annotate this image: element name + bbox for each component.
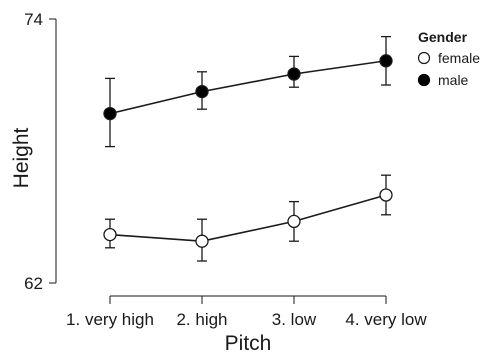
legend: Gender female male (417, 29, 480, 88)
x-tick-label-1: 2. high (176, 310, 227, 329)
x-axis-title: Pitch (225, 332, 272, 355)
series-line-male (109, 60, 387, 115)
data-point-female-0 (103, 227, 117, 242)
legend-title: Gender (418, 29, 468, 45)
data-point-female-2 (287, 214, 301, 229)
data-point-male-2 (287, 67, 301, 81)
data-point-male-0 (103, 106, 117, 121)
y-axis: 74 62 Height (10, 10, 57, 293)
data-point-male-1 (195, 84, 209, 99)
series-line-female (109, 194, 387, 243)
legend-marker-female (417, 51, 431, 65)
data-point-male-3 (379, 54, 393, 68)
legend-label-male: male (438, 72, 469, 88)
data-point-female-1 (195, 234, 209, 248)
x-tick-label-0: 1. very high (66, 310, 154, 329)
x-axis: 1. very high 2. high 3. low 4. very low … (66, 295, 427, 355)
y-tick-label-bottom: 62 (24, 274, 43, 293)
y-tick-label-top: 74 (24, 10, 43, 29)
plot-area (103, 35, 393, 262)
legend-label-female: female (438, 50, 480, 66)
legend-marker-male (417, 73, 431, 87)
y-axis-title: Height (10, 127, 33, 188)
data-point-female-3 (379, 188, 393, 202)
x-tick-label-2: 3. low (272, 310, 317, 329)
x-tick-label-3: 4. very low (345, 310, 427, 329)
